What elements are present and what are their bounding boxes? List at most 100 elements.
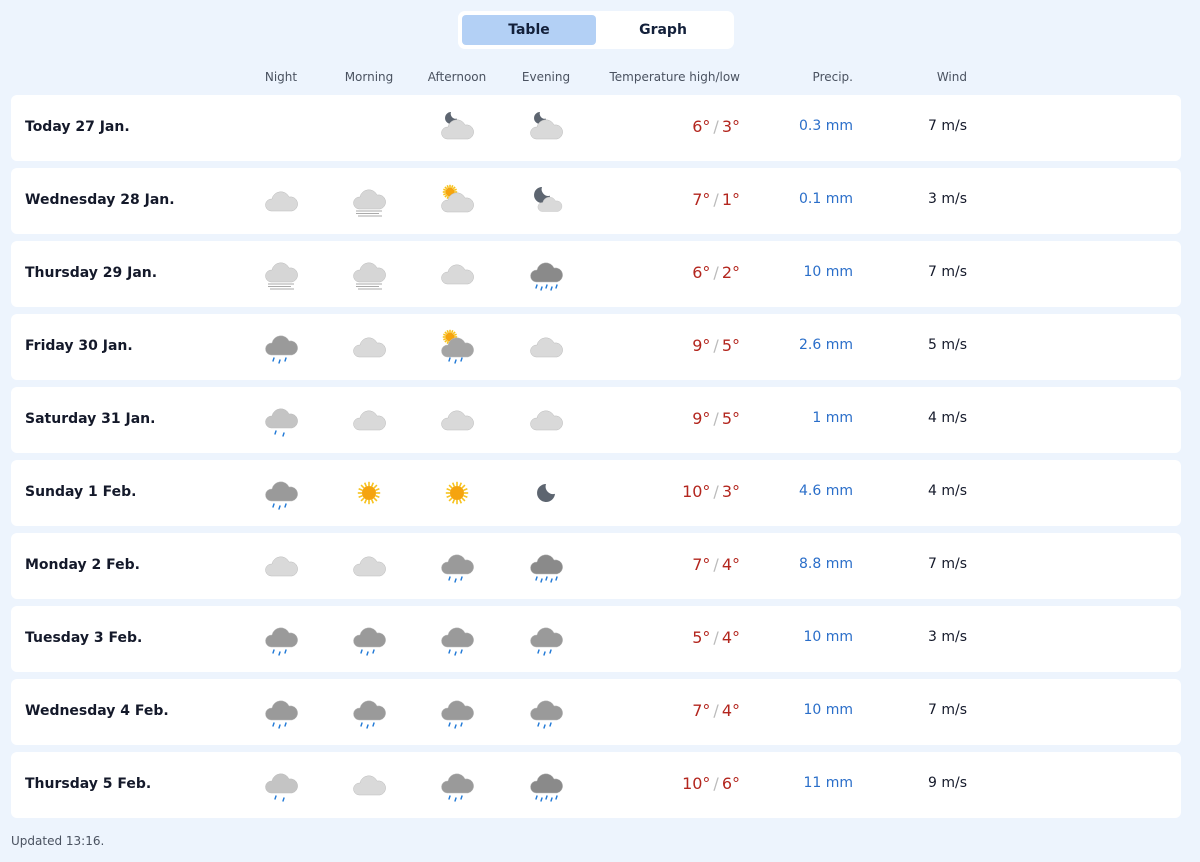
temp-low: 1° (721, 190, 740, 209)
cloud-icon (353, 410, 386, 431)
rain-icon (530, 627, 563, 656)
rain-icon (353, 700, 386, 729)
temperature-high-low: 9°/5° (692, 336, 740, 355)
light-rain-icon (265, 408, 298, 437)
day-label: Today 27 Jan. (25, 119, 130, 135)
day-label: Wednesday 4 Feb. (25, 703, 169, 719)
temp-high: 6° (692, 263, 711, 282)
light-rain-icon (265, 773, 298, 802)
sun-cloud-rain-icon (441, 329, 474, 364)
cloud-icon (353, 775, 386, 796)
table-row[interactable]: Wednesday 28 Jan. 7°/1° 0.1 mm 3 m/s (11, 168, 1181, 234)
wind-speed: 3 m/s (927, 191, 967, 207)
header-night: Night (264, 70, 298, 84)
cloud-icon (441, 264, 474, 285)
temperature-high-low: 7°/4° (692, 701, 740, 720)
wind-speed: 7 m/s (927, 264, 967, 280)
header-precip: Precip. (812, 70, 853, 84)
moon-icon (537, 484, 555, 502)
temp-low: 3° (721, 117, 740, 136)
precipitation: 4.6 mm (799, 483, 853, 499)
fog-icon (265, 262, 298, 290)
temp-divider: / (713, 409, 719, 428)
fog-icon (353, 262, 386, 290)
wind-speed: 7 m/s (927, 556, 967, 572)
wind-speed: 5 m/s (927, 337, 967, 353)
day-label: Thursday 5 Feb. (25, 776, 152, 792)
rain-icon (441, 773, 474, 802)
precipitation: 10 mm (803, 264, 853, 280)
header-wind: Wind (936, 70, 967, 84)
temperature-high-low: 9°/5° (692, 409, 740, 428)
temp-divider: / (713, 263, 719, 282)
table-row[interactable]: Sunday 1 Feb. 10°/3° 4.6 mm 4 m/s (11, 460, 1181, 526)
day-label: Thursday 29 Jan. (25, 265, 158, 281)
view-toggle: Table Graph (458, 11, 734, 49)
tab-table[interactable]: Table (462, 15, 596, 45)
temp-low: 3° (721, 482, 740, 501)
day-label: Monday 2 Feb. (25, 557, 141, 573)
cloud-icon (441, 410, 474, 431)
wind-speed: 9 m/s (927, 775, 967, 791)
temp-high: 7° (692, 701, 711, 720)
rain-icon (441, 700, 474, 729)
header-afternoon: Afternoon (427, 70, 487, 84)
temp-high: 10° (682, 482, 711, 501)
wind-speed: 7 m/s (927, 702, 967, 718)
temp-high: 10° (682, 774, 711, 793)
temp-high: 9° (692, 409, 711, 428)
temp-high: 6° (692, 117, 711, 136)
precipitation: 0.3 mm (799, 118, 853, 134)
cloud-moon-icon (530, 112, 563, 140)
table-row[interactable]: Thursday 5 Feb. 10°/6° 11 mm 9 m/s (11, 752, 1181, 818)
precipitation: 10 mm (803, 629, 853, 645)
heavy-rain-icon (530, 262, 563, 291)
table-row[interactable]: Monday 2 Feb. 7°/4° 8.8 mm 7 m/s (11, 533, 1181, 599)
day-label: Friday 30 Jan. (25, 338, 133, 354)
rain-icon (441, 554, 474, 583)
temperature-high-low: 10°/6° (682, 774, 740, 793)
table-row[interactable]: Tuesday 3 Feb. 5°/4° 10 mm 3 m/s (11, 606, 1181, 672)
tab-graph[interactable]: Graph (639, 22, 687, 38)
temperature-high-low: 6°/3° (692, 117, 740, 136)
rain-icon (530, 700, 563, 729)
moon-small-cloud-icon (534, 187, 563, 212)
header-morning: Morning (344, 70, 394, 84)
cloud-icon (353, 337, 386, 358)
temp-divider: / (713, 701, 719, 720)
temp-divider: / (713, 628, 719, 647)
day-label: Sunday 1 Feb. (25, 484, 137, 500)
temp-low: 4° (721, 701, 740, 720)
day-label: Wednesday 28 Jan. (25, 192, 175, 208)
table-row[interactable]: Saturday 31 Jan. 9°/5° 1 mm 4 m/s (11, 387, 1181, 453)
temperature-high-low: 5°/4° (692, 628, 740, 647)
day-label: Saturday 31 Jan. (25, 411, 156, 427)
temp-high: 7° (692, 555, 711, 574)
table-row[interactable]: Today 27 Jan. 6°/3° 0.3 mm 7 m/s (11, 95, 1181, 161)
header-evening: Evening (521, 70, 571, 84)
table-row[interactable]: Friday 30 Jan. 9°/5° 2.6 mm 5 m/s (11, 314, 1181, 380)
cloud-moon-icon (441, 112, 474, 140)
precipitation: 1 mm (812, 410, 853, 426)
temp-high: 9° (692, 336, 711, 355)
rain-icon (353, 627, 386, 656)
heavy-rain-icon (530, 773, 563, 802)
fog-icon (353, 189, 386, 217)
table-row[interactable]: Wednesday 4 Feb. 7°/4° 10 mm 7 m/s (11, 679, 1181, 745)
sun-icon (445, 481, 469, 505)
temp-divider: / (713, 482, 719, 501)
table-row[interactable]: Thursday 29 Jan. 6°/2° 10 mm 7 m/s (11, 241, 1181, 307)
sun-icon (357, 481, 381, 505)
temp-divider: / (713, 336, 719, 355)
precipitation: 11 mm (803, 775, 853, 791)
wind-speed: 4 m/s (927, 410, 967, 426)
temp-low: 2° (721, 263, 740, 282)
temp-low: 5° (721, 409, 740, 428)
temperature-high-low: 7°/4° (692, 555, 740, 574)
precipitation: 8.8 mm (799, 556, 853, 572)
temp-divider: / (713, 190, 719, 209)
temp-divider: / (713, 555, 719, 574)
cloud-icon (530, 410, 563, 431)
header-temperature: Temperature high/low (609, 70, 740, 84)
day-label: Tuesday 3 Feb. (25, 630, 143, 646)
